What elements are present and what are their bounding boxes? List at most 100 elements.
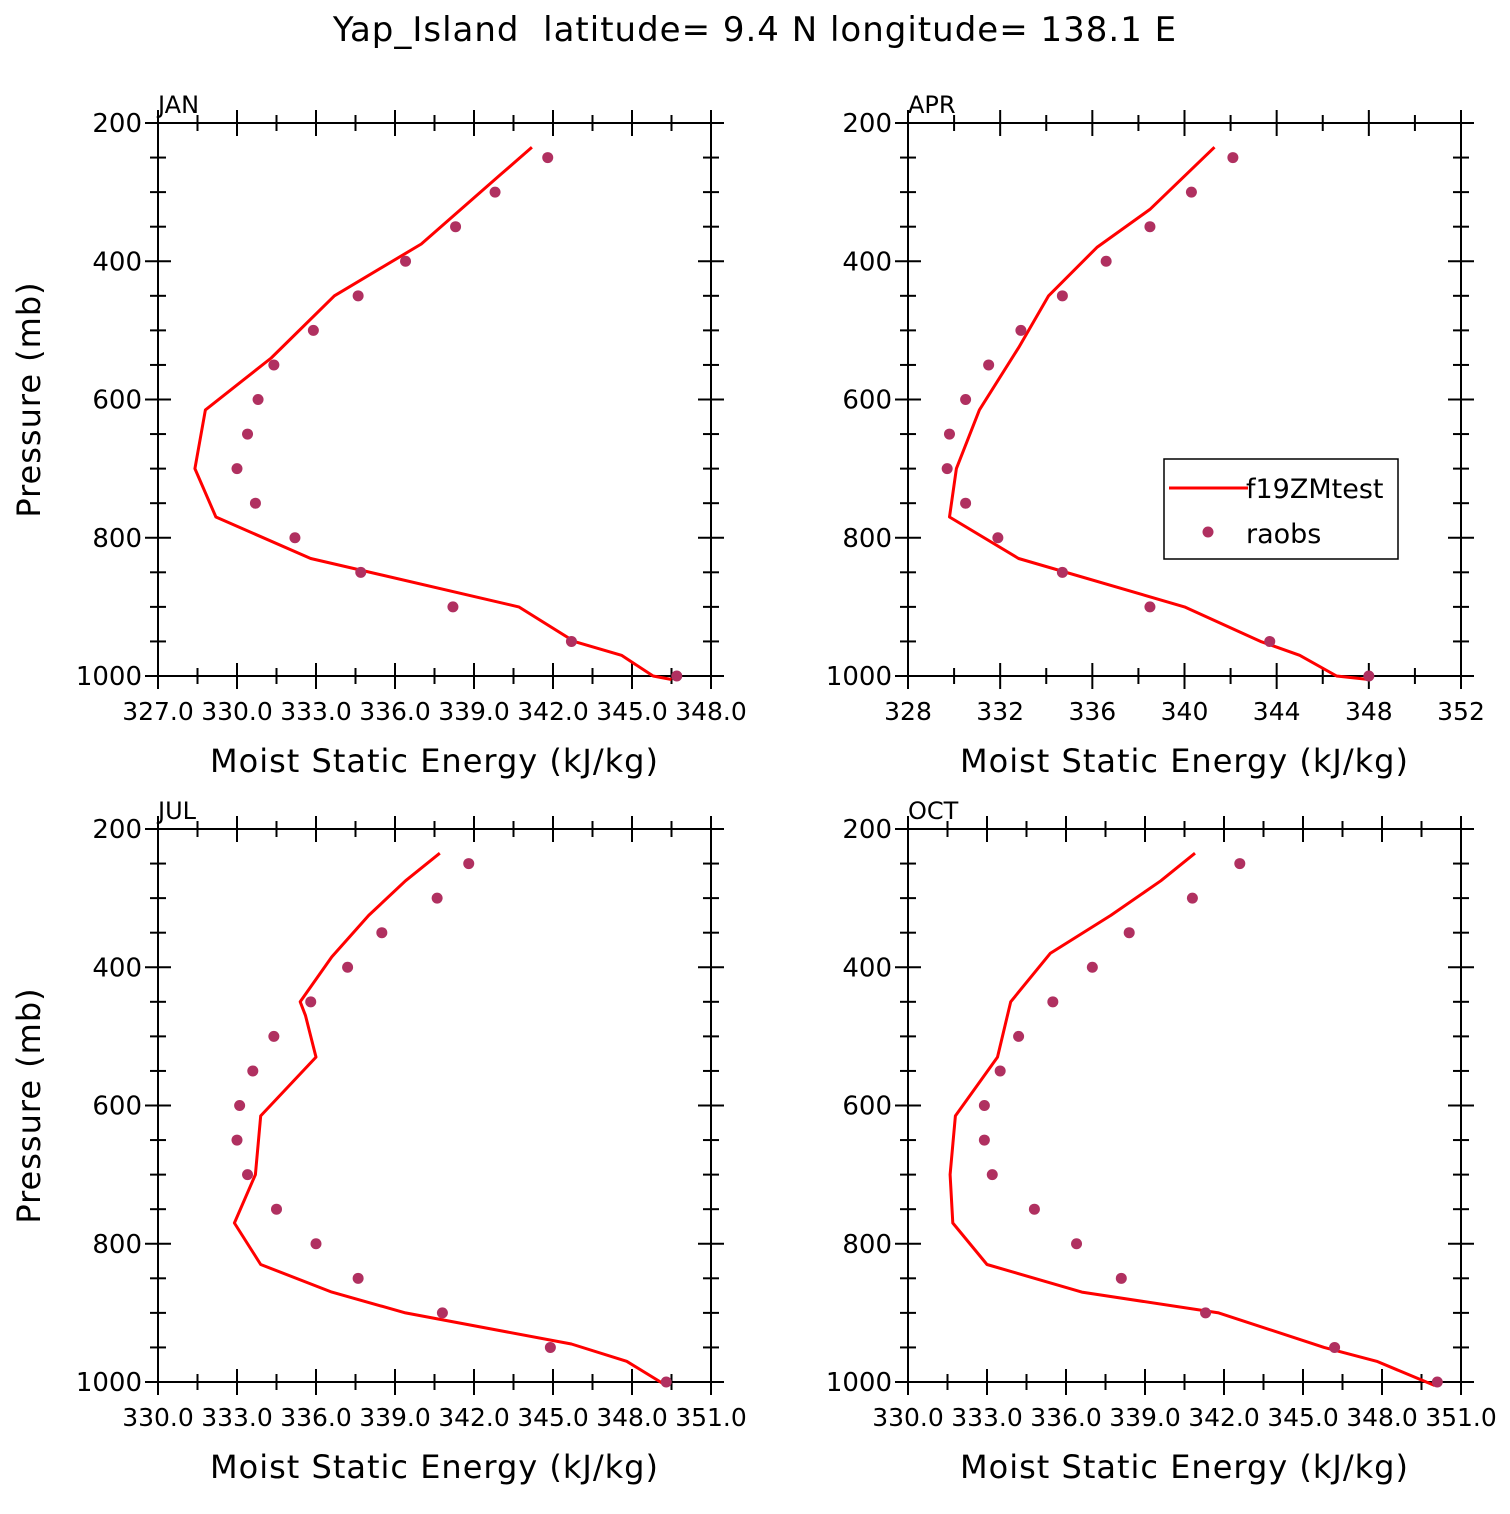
y-tick-label: 800 bbox=[842, 524, 892, 554]
obs-point bbox=[268, 1030, 280, 1042]
obs-point bbox=[242, 1169, 254, 1181]
obs-point bbox=[307, 324, 319, 336]
x-tick-label: 342.0 bbox=[517, 697, 589, 726]
x-axis-title: Moist Static Energy (kJ/kg) bbox=[960, 1448, 1409, 1486]
obs-point bbox=[565, 635, 577, 647]
model-line bbox=[193, 146, 672, 681]
x-axis-title: Moist Static Energy (kJ/kg) bbox=[210, 1448, 659, 1486]
x-tick-label: 348.0 bbox=[596, 1403, 668, 1432]
x-tick-label: 327.0 bbox=[122, 697, 194, 726]
y-tick-label: 1000 bbox=[826, 662, 892, 692]
figure-title: Yap_Island latitude= 9.4 N longitude= 13… bbox=[332, 10, 1178, 50]
obs-point bbox=[436, 1307, 448, 1319]
obs-point bbox=[941, 463, 953, 475]
y-tick-label: 600 bbox=[92, 1092, 142, 1122]
obs-point bbox=[1056, 290, 1068, 302]
obs-point bbox=[231, 463, 243, 475]
obs-point bbox=[1013, 1030, 1025, 1042]
model-line bbox=[948, 852, 1436, 1387]
obs-point bbox=[978, 1100, 990, 1111]
y-tick-label: 600 bbox=[842, 1092, 892, 1122]
obs-point bbox=[983, 359, 995, 371]
x-tick-label: 330.0 bbox=[201, 697, 273, 726]
y-tick-label: 400 bbox=[842, 247, 892, 277]
obs-point bbox=[234, 1100, 246, 1111]
obs-point bbox=[252, 394, 264, 405]
x-tick-label: 351.0 bbox=[1425, 1403, 1497, 1432]
obs-point bbox=[1431, 1376, 1443, 1388]
legend: f19ZMtest raobs bbox=[1163, 458, 1399, 560]
legend-obs-label: raobs bbox=[1246, 519, 1321, 550]
obs-point bbox=[1200, 1307, 1212, 1319]
y-tick-label: 1000 bbox=[826, 1368, 892, 1398]
obs-point bbox=[489, 186, 501, 198]
panel-label: JUL bbox=[156, 797, 197, 825]
x-tick-label: 339.0 bbox=[438, 697, 510, 726]
obs-point bbox=[1071, 1238, 1083, 1250]
y-tick-label: 200 bbox=[842, 815, 892, 845]
legend-obs-swatch bbox=[1202, 526, 1214, 538]
obs-point bbox=[1234, 858, 1246, 870]
obs-point bbox=[1186, 892, 1198, 904]
obs-point bbox=[978, 1134, 990, 1146]
obs-point bbox=[1144, 601, 1156, 613]
obs-point bbox=[431, 892, 443, 904]
x-tick-label: 342.0 bbox=[1188, 1403, 1260, 1432]
obs-point bbox=[342, 961, 354, 973]
obs-point bbox=[1264, 635, 1276, 647]
x-tick-label: 344 bbox=[1253, 697, 1301, 726]
x-tick-label: 339.0 bbox=[1109, 1403, 1181, 1432]
x-tick-label: 339.0 bbox=[359, 1403, 431, 1432]
obs-point bbox=[1086, 961, 1098, 973]
obs-point bbox=[231, 1134, 243, 1146]
plot-frame bbox=[907, 122, 1462, 677]
obs-point bbox=[1144, 221, 1156, 233]
plot-frame bbox=[157, 122, 712, 677]
y-tick-label: 800 bbox=[92, 1230, 142, 1260]
x-tick-label: 348.0 bbox=[675, 697, 747, 726]
x-tick-label: 336.0 bbox=[359, 697, 431, 726]
x-tick-label: 345.0 bbox=[517, 1403, 589, 1432]
x-tick-label: 330.0 bbox=[872, 1403, 944, 1432]
model-line bbox=[232, 852, 667, 1387]
x-tick-label: 328 bbox=[884, 697, 932, 726]
y-tick-label: 600 bbox=[842, 386, 892, 416]
x-axis-title: Moist Static Energy (kJ/kg) bbox=[960, 742, 1409, 780]
obs-point bbox=[447, 601, 459, 613]
panel-label: APR bbox=[908, 91, 956, 119]
y-tick-label: 600 bbox=[92, 386, 142, 416]
obs-point bbox=[1100, 255, 1112, 267]
obs-point bbox=[1227, 152, 1239, 164]
x-tick-label: 333.0 bbox=[201, 1403, 273, 1432]
x-tick-label: 333.0 bbox=[280, 697, 352, 726]
obs-point bbox=[1115, 1272, 1127, 1284]
y-tick-label: 800 bbox=[842, 1230, 892, 1260]
panel-label: OCT bbox=[908, 797, 959, 825]
y-tick-label: 1000 bbox=[76, 1368, 142, 1398]
obs-point bbox=[376, 927, 388, 939]
obs-point bbox=[249, 497, 261, 509]
x-tick-label: 333.0 bbox=[951, 1403, 1023, 1432]
x-tick-label: 332 bbox=[976, 697, 1024, 726]
y-tick-label: 400 bbox=[92, 953, 142, 983]
obs-point bbox=[450, 221, 462, 233]
plot-frame bbox=[907, 828, 1462, 1383]
obs-point bbox=[943, 428, 955, 440]
x-tick-label: 348 bbox=[1345, 697, 1393, 726]
obs-point bbox=[352, 290, 364, 302]
y-tick-label: 200 bbox=[92, 815, 142, 845]
obs-point bbox=[400, 255, 412, 267]
legend-box bbox=[1163, 458, 1399, 560]
obs-point bbox=[542, 152, 554, 164]
legend-model-label: f19ZMtest bbox=[1246, 474, 1384, 505]
x-tick-label: 340 bbox=[1161, 697, 1209, 726]
obs-point bbox=[660, 1376, 672, 1388]
obs-point bbox=[247, 1065, 259, 1077]
obs-point bbox=[268, 359, 280, 371]
obs-point bbox=[1363, 670, 1375, 682]
x-tick-label: 345.0 bbox=[1267, 1403, 1339, 1432]
panel-label: JAN bbox=[156, 91, 199, 119]
